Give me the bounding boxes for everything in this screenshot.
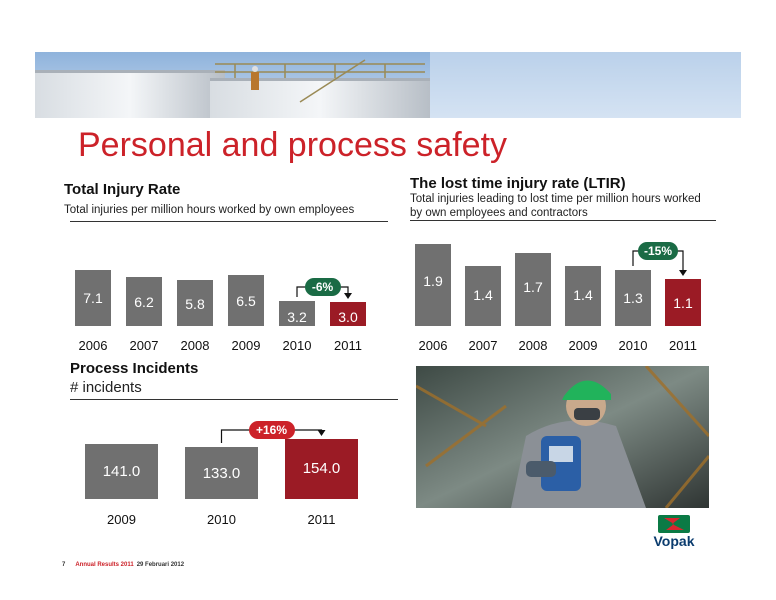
ltir-value-label: 1.4 — [573, 287, 593, 303]
tir-value-label: 6.2 — [134, 294, 154, 311]
pi-value-label: 133.0 — [202, 465, 241, 483]
tir-bar-2007 — [126, 277, 162, 326]
ltir-title: The lost time injury rate (LTIR) — [410, 175, 626, 192]
pi-value-label: 141.0 — [102, 463, 141, 481]
tir-change-badge: -6% — [304, 278, 341, 296]
tir-value-label: 3.0 — [338, 309, 358, 325]
ltir-bar-2010 — [615, 270, 651, 326]
tir-category-label: 2011 — [334, 338, 362, 353]
ltir-bar-2007 — [465, 266, 501, 326]
footer-date: 29 Februari 2012 — [136, 562, 185, 568]
ltir-bar-2009 — [565, 266, 601, 326]
footer-text: Annual Results 2011 — [75, 562, 134, 568]
ltir-category-label: 2011 — [669, 338, 697, 353]
tir-value-label: 3.2 — [287, 309, 307, 325]
tir-category-label: 2008 — [180, 338, 210, 353]
ltir-subtitle-line1: Total injuries leading to lost time per … — [410, 193, 701, 205]
pi-subtitle: # incidents — [70, 379, 142, 396]
pi-bar-2011 — [285, 439, 358, 499]
ltir-value-label: 1.1 — [673, 295, 693, 312]
tir-category-label: 2009 — [231, 338, 261, 353]
footer: 7 Annual Results 2011 29 Februari 2012 — [62, 562, 184, 568]
page-title: Personal and process safety — [78, 126, 508, 164]
ltir-chart: 1.9 2006 1.4 2007 1.7 2008 1.4 2009 1.3 2010 1.1 20… — [410, 228, 716, 358]
pi-bar-2010 — [185, 447, 258, 499]
pi-bar-2009 — [85, 444, 158, 499]
tir-title: Total Injury Rate — [64, 181, 181, 198]
pi-title: Process Incidents — [70, 360, 199, 377]
tir-category-label: 2006 — [78, 338, 108, 353]
ltir-rule — [410, 220, 716, 221]
pi-value-label: 154.0 — [302, 460, 341, 477]
ltir-value-label: 1.9 — [423, 272, 443, 289]
ltir-value-label: 1.7 — [523, 278, 543, 295]
ltir-value-label: 1.4 — [473, 287, 493, 303]
tir-chart: 7.1 2006 6.2 2007 5.8 2008 6.5 2009 3.2 2010 3.0 20… — [70, 228, 388, 358]
pi-change-badge: +16% — [248, 421, 295, 439]
tir-bar-2006 — [75, 270, 111, 326]
ltir-bar-2008 — [515, 253, 551, 326]
pi-category-label: 2010 — [207, 512, 236, 527]
ltir-category-label: 2010 — [618, 338, 648, 353]
ltir-category-label: 2009 — [568, 338, 598, 353]
tir-category-label: 2007 — [129, 338, 159, 353]
ltir-category-label: 2006 — [418, 338, 448, 353]
banner-photo — [35, 52, 741, 118]
ltir-category-label: 2007 — [468, 338, 498, 353]
tir-subtitle: Total injuries per million hours worked … — [64, 204, 355, 216]
page-number: 7 — [62, 562, 66, 568]
tir-value-label: 7.1 — [83, 289, 103, 306]
logo-text: Vopak — [653, 533, 695, 549]
tir-category-label: 2010 — [282, 338, 312, 353]
pi-rule — [70, 399, 398, 400]
ltir-bar-2011 — [665, 279, 701, 326]
tir-annotation-arrow — [296, 286, 352, 299]
ltir-change-badge: -15% — [638, 242, 678, 260]
pi-category-label: 2009 — [107, 512, 136, 527]
tir-bar-2008 — [177, 280, 213, 326]
pi-category-label: 2011 — [307, 512, 336, 527]
pi-annotation-arrow — [220, 429, 326, 443]
tir-value-label: 6.5 — [236, 292, 256, 309]
tir-rule — [70, 221, 388, 222]
ltir-category-label: 2008 — [518, 338, 548, 353]
pi-chart: 141.0 2009 133.0 2010 154.0 2011 +16% — [70, 405, 398, 533]
tir-bar-2009 — [228, 275, 264, 326]
ltir-subtitle-line2: by own employees and contractors — [410, 207, 588, 219]
ltir-bar-2006 — [415, 244, 451, 326]
vopak-logo: Vopak — [648, 514, 700, 550]
tir-value-label: 5.8 — [185, 296, 205, 313]
ltir-value-label: 1.3 — [623, 289, 643, 306]
worker-photo — [416, 366, 709, 508]
tir-bar-2011 — [330, 302, 366, 326]
tir-bar-2010 — [279, 301, 315, 326]
